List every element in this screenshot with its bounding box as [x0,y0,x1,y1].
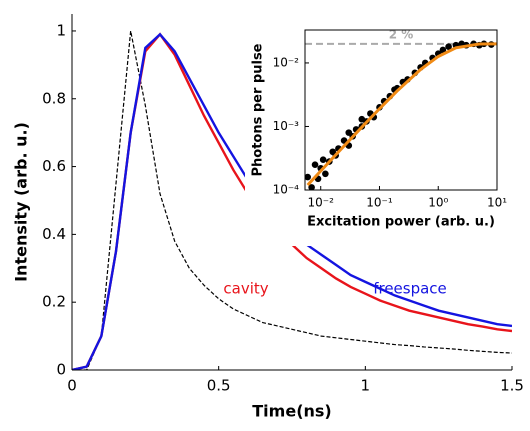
data-point [311,161,319,169]
x-tick-label: 10⁻¹ [366,196,393,210]
x-tick-label: 10¹ [487,196,507,210]
data-point [319,156,327,163]
y-tick-label: 10⁻² [273,55,300,69]
y-axis-label: Photons per pulse [251,43,266,176]
y-tick-label: 10⁻³ [273,119,300,133]
x-tick-label: 1 [361,377,371,395]
plot-frame [304,29,498,191]
y-tick-label: 0.2 [42,293,66,311]
y-tick-label: 0.4 [42,225,66,243]
y-tick-label: 0.8 [42,89,66,107]
series-label: cavity [223,280,268,298]
y-tick-label: 0.6 [42,157,66,175]
x-tick-label: 1.5 [500,377,524,395]
data-point [308,184,315,190]
series-label: freespace [373,280,447,298]
x-tick-label: 0 [67,377,77,395]
series-line [72,30,512,370]
y-tick-label: 10⁻⁴ [273,183,300,197]
inset-background [245,20,515,246]
fit-line [306,42,497,186]
data-point [305,173,311,181]
x-tick-label: 10⁰ [428,196,448,210]
x-tick-label: 0.5 [207,377,231,395]
x-axis-label: Excitation power (arb. u.) [307,215,495,230]
reference-label: 2 % [389,27,414,41]
x-tick-label: 10⁻² [308,196,335,210]
data-point [439,46,447,54]
data-point [322,170,329,178]
y-tick-label: 1 [56,21,66,39]
y-axis-label: Intensity (arb. u.) [12,122,31,282]
y-tick-label: 0 [56,361,66,379]
x-axis-label: Time(ns) [252,402,331,421]
data-point [445,43,452,51]
